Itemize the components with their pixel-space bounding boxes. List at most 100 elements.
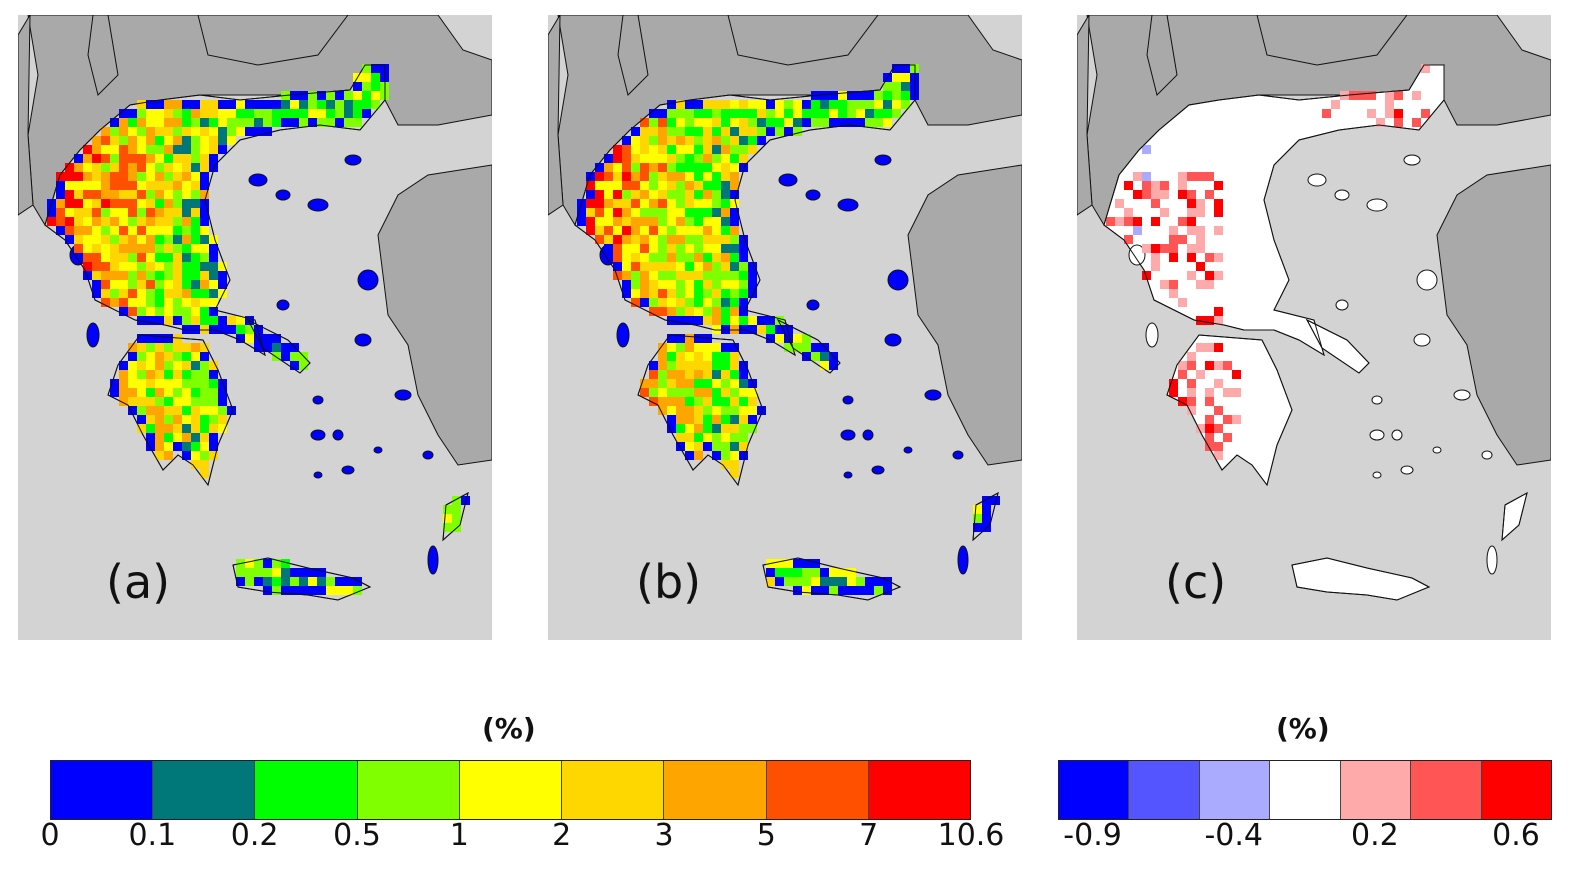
grid-cell xyxy=(110,118,119,127)
grid-cell xyxy=(128,235,137,244)
grid-cell xyxy=(299,109,308,118)
grid-cell xyxy=(667,145,676,154)
grid-cell xyxy=(685,163,694,172)
coastline xyxy=(762,557,902,601)
grid-cell xyxy=(658,208,667,217)
grid-cell xyxy=(173,271,182,280)
grid-cell xyxy=(793,127,802,136)
grid-cell xyxy=(110,154,119,163)
grid-cell xyxy=(1187,253,1196,262)
border-line xyxy=(1146,15,1178,96)
grid-cell xyxy=(1214,181,1223,190)
grid-cell xyxy=(640,136,649,145)
grid-cell xyxy=(65,208,74,217)
grid-cell xyxy=(676,217,685,226)
grid-cell xyxy=(137,316,146,325)
grid-cell xyxy=(901,82,910,91)
grid-cell xyxy=(748,424,757,433)
grid-cell xyxy=(308,118,317,127)
grid-cell xyxy=(739,253,748,262)
grid-cell xyxy=(119,109,128,118)
grid-cell xyxy=(595,181,604,190)
grid-cell xyxy=(703,343,712,352)
grid-cell xyxy=(272,586,281,595)
grid-cell xyxy=(793,568,802,577)
grid-cell xyxy=(676,100,685,109)
grid-cell xyxy=(155,262,164,271)
island xyxy=(1128,244,1146,266)
grid-cell xyxy=(155,424,164,433)
grid-cell xyxy=(200,307,209,316)
grid-cell xyxy=(146,145,155,154)
grid-cell xyxy=(739,433,748,442)
grid-cell xyxy=(182,343,191,352)
grid-cell xyxy=(128,298,137,307)
grid-cell xyxy=(119,307,128,316)
grid-cell xyxy=(721,433,730,442)
grid-cell xyxy=(748,325,757,334)
grid-cell xyxy=(290,91,299,100)
grid-cell xyxy=(1214,424,1223,433)
grid-cell xyxy=(164,235,173,244)
island xyxy=(884,333,902,347)
grid-cell xyxy=(604,154,613,163)
grid-cell xyxy=(685,127,694,136)
grid-cell xyxy=(676,298,685,307)
grid-cell xyxy=(74,217,83,226)
grid-cell xyxy=(712,208,721,217)
grid-cell xyxy=(865,586,874,595)
grid-cell xyxy=(1394,109,1403,118)
grid-cell xyxy=(658,136,667,145)
grid-cell xyxy=(748,397,757,406)
grid-cell xyxy=(667,316,676,325)
grid-cell xyxy=(173,406,182,415)
grid-cell xyxy=(730,253,739,262)
grid-cell xyxy=(182,280,191,289)
grid-cell xyxy=(685,262,694,271)
grid-cell xyxy=(272,568,281,577)
grid-cell xyxy=(362,73,371,82)
grid-cell xyxy=(631,226,640,235)
grid-cell xyxy=(703,181,712,190)
island xyxy=(1366,198,1388,212)
grid-cell xyxy=(694,352,703,361)
grid-cell xyxy=(847,100,856,109)
grid-cell xyxy=(101,181,110,190)
grid-cell xyxy=(721,397,730,406)
grid-cell xyxy=(730,136,739,145)
grid-cell xyxy=(83,226,92,235)
grid-cell xyxy=(200,262,209,271)
grid-cell xyxy=(649,397,658,406)
grid-cell xyxy=(667,352,676,361)
coastline xyxy=(232,557,372,601)
island xyxy=(1334,189,1350,201)
coastline xyxy=(1501,492,1528,542)
grid-cell xyxy=(721,451,730,460)
grid-cell xyxy=(703,334,712,343)
grid-cell xyxy=(820,361,829,370)
grid-cell xyxy=(595,199,604,208)
map-b xyxy=(548,15,1022,640)
grid-cell xyxy=(128,289,137,298)
grid-cell xyxy=(649,370,658,379)
grid-cell xyxy=(146,343,155,352)
grid-cell xyxy=(892,73,901,82)
grid-cell xyxy=(155,109,164,118)
grid-cell xyxy=(757,325,766,334)
grid-cell xyxy=(290,577,299,586)
grid-cell xyxy=(128,388,137,397)
grid-cell xyxy=(721,271,730,280)
grid-cell xyxy=(721,307,730,316)
grid-cell xyxy=(667,397,676,406)
grid-cell xyxy=(613,172,622,181)
grid-cell xyxy=(200,127,209,136)
grid-cell xyxy=(164,397,173,406)
grid-cell xyxy=(784,334,793,343)
grid-cell xyxy=(1223,415,1232,424)
grid-cell xyxy=(685,181,694,190)
grid-cell xyxy=(182,352,191,361)
grid-cell xyxy=(820,577,829,586)
grid-cell xyxy=(209,109,218,118)
grid-cell xyxy=(200,370,209,379)
grid-cell xyxy=(1205,316,1214,325)
